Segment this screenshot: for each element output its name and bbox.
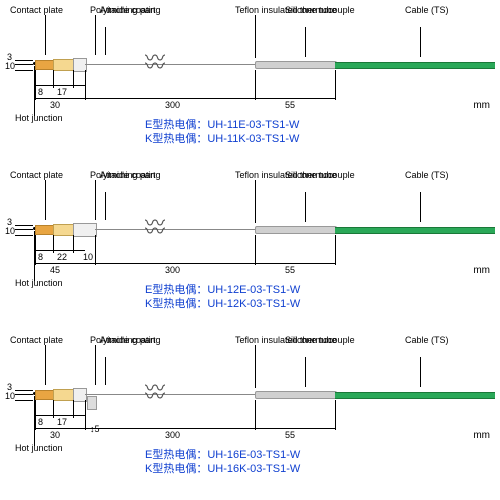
polyimide-coating — [53, 59, 75, 71]
label-attaching: Attaching part — [100, 335, 156, 345]
label-cable: Cable (TS) — [405, 5, 449, 15]
label-hot-junction: Hot junction — [15, 113, 63, 123]
polyimide-coating — [53, 389, 75, 401]
label-silicone: Silicone tube — [285, 170, 337, 180]
unit-label: mm — [473, 265, 490, 276]
dim-extra: ↕5 — [90, 424, 100, 434]
dim-h3: 45 — [50, 265, 60, 275]
break-symbol: 〰〰 — [145, 220, 165, 236]
dim-h2: 22 — [57, 252, 67, 262]
dim-seg1: 300 — [165, 430, 180, 440]
polyimide-coating — [53, 224, 75, 236]
model-k: K型热电偶：UH-16K-03-TS1-W — [145, 460, 300, 476]
dim-v2: 10 — [5, 226, 15, 236]
dim-seg1: 300 — [165, 265, 180, 275]
silicone-tube — [255, 61, 337, 69]
model-k: K型热电偶：UH-12K-03-TS1-W — [145, 295, 300, 311]
model-k: K型热电偶：UH-11K-03-TS1-W — [145, 130, 299, 146]
dim-v2: 10 — [5, 61, 15, 71]
dim-h4: 10 — [83, 252, 93, 262]
unit-label: mm — [473, 100, 490, 111]
break-symbol: 〰〰 — [145, 55, 165, 71]
dim-h3: 30 — [50, 430, 60, 440]
contact-plate — [35, 60, 55, 70]
thermocouple-diagram-2: Contact platePolyimide coatingAttaching … — [5, 170, 495, 330]
label-cable: Cable (TS) — [405, 170, 449, 180]
label-contact-plate: Contact plate — [10, 335, 63, 345]
attaching-part — [73, 223, 97, 237]
dim-v2: 10 — [5, 391, 15, 401]
unit-label: mm — [473, 430, 490, 441]
label-silicone: Silicone tube — [285, 5, 337, 15]
break-symbol: 〰〰 — [145, 385, 165, 401]
silicone-tube — [255, 226, 337, 234]
label-attaching: Attaching part — [100, 5, 156, 15]
label-silicone: Silicone tube — [285, 335, 337, 345]
cable-ts — [335, 62, 495, 69]
label-hot-junction: Hot junction — [15, 443, 63, 453]
thermocouple-diagram-3: Contact platePolyimide coatingAttaching … — [5, 335, 495, 495]
dim-seg2: 55 — [285, 430, 295, 440]
label-contact-plate: Contact plate — [10, 170, 63, 180]
label-hot-junction: Hot junction — [15, 278, 63, 288]
label-cable: Cable (TS) — [405, 335, 449, 345]
label-contact-plate: Contact plate — [10, 5, 63, 15]
dim-seg1: 300 — [165, 100, 180, 110]
silicone-tube — [255, 391, 337, 399]
cable-ts — [335, 227, 495, 234]
cable-ts — [335, 392, 495, 399]
dim-h2: 17 — [57, 417, 67, 427]
label-attaching: Attaching part — [100, 170, 156, 180]
contact-plate — [35, 390, 55, 400]
dim-h3: 30 — [50, 100, 60, 110]
dim-h1: 8 — [38, 417, 43, 427]
dim-seg2: 55 — [285, 265, 295, 275]
dim-h1: 8 — [38, 87, 43, 97]
dim-h1: 8 — [38, 252, 43, 262]
extra-block — [87, 396, 97, 410]
dim-seg2: 55 — [285, 100, 295, 110]
dim-h2: 17 — [57, 87, 67, 97]
contact-plate — [35, 225, 55, 235]
thermocouple-diagram-1: Contact platePolyimide coatingAttaching … — [5, 5, 495, 165]
